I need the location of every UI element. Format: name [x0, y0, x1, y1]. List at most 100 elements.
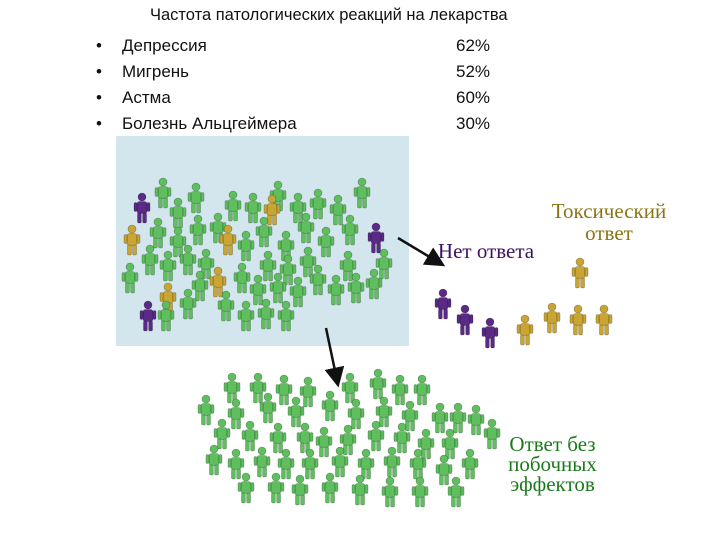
person-icon	[291, 474, 309, 506]
person-icon	[401, 400, 419, 432]
person-icon	[299, 376, 317, 408]
person-icon	[159, 250, 177, 282]
person-icon	[297, 212, 315, 244]
person-icon	[481, 317, 499, 349]
arrow-to-no-response	[397, 236, 446, 267]
person-icon	[189, 214, 207, 246]
person-icon	[347, 272, 365, 304]
person-icon	[309, 188, 327, 220]
person-icon	[141, 244, 159, 276]
person-icon	[259, 392, 277, 424]
person-icon	[351, 474, 369, 506]
bullet: •	[96, 36, 102, 55]
person-icon	[413, 374, 431, 406]
person-icon	[289, 192, 307, 224]
person-icon	[259, 250, 277, 282]
person-icon	[149, 217, 167, 249]
person-icon	[317, 226, 335, 258]
person-icon	[227, 448, 245, 480]
person-icon	[309, 264, 327, 296]
person-icon	[353, 177, 371, 209]
person-icon	[279, 254, 297, 286]
person-icon	[367, 222, 385, 254]
person-icon	[275, 374, 293, 406]
person-icon	[569, 304, 587, 336]
person-icon	[263, 194, 281, 226]
person-icon	[219, 224, 237, 256]
condition-label: Астма	[122, 88, 171, 107]
person-icon	[296, 422, 314, 454]
person-icon	[341, 214, 359, 246]
list-item: • Мигрень 52%	[96, 62, 496, 88]
person-icon	[287, 396, 305, 428]
person-icon	[255, 216, 273, 248]
person-icon	[449, 402, 467, 434]
person-icon	[139, 300, 157, 332]
person-icon	[159, 282, 177, 314]
person-icon	[237, 300, 255, 332]
no-response-caption: Нет ответа	[437, 239, 535, 263]
drug-reaction-list: • Депрессия 62% • Мигрень 52% • Астма 60…	[96, 36, 496, 140]
person-icon	[365, 268, 383, 300]
page-title: Частота патологических реакций на лекарс…	[150, 6, 508, 24]
person-icon	[121, 262, 139, 294]
percent-value: 52%	[456, 62, 491, 81]
list-item: • Астма 60%	[96, 88, 496, 114]
person-icon	[123, 224, 141, 256]
person-icon	[367, 420, 385, 452]
person-icon	[327, 274, 345, 306]
person-icon	[213, 418, 231, 450]
person-icon	[169, 197, 187, 229]
bullet: •	[96, 114, 102, 133]
person-icon	[393, 422, 411, 454]
person-icon	[357, 448, 375, 480]
person-icon	[543, 302, 561, 334]
person-icon	[447, 476, 465, 508]
person-icon	[237, 230, 255, 262]
percent-value: 62%	[456, 36, 491, 55]
person-icon	[411, 476, 429, 508]
person-icon	[516, 314, 534, 346]
condition-label: Болезнь Альцгеймера	[122, 114, 297, 133]
person-icon	[347, 398, 365, 430]
person-icon	[467, 404, 485, 436]
person-icon	[391, 374, 409, 406]
person-icon	[267, 472, 285, 504]
person-icon	[154, 177, 172, 209]
person-icon	[369, 368, 387, 400]
arrow-to-no-side-effects	[324, 327, 345, 388]
person-icon	[223, 372, 241, 404]
person-icon	[197, 394, 215, 426]
person-icon	[375, 396, 393, 428]
person-icon	[375, 248, 393, 280]
person-icon	[289, 276, 307, 308]
person-icon	[409, 448, 427, 480]
person-icon	[205, 444, 223, 476]
person-icon	[237, 472, 255, 504]
person-icon	[197, 248, 215, 280]
condition-label: Депрессия	[122, 36, 207, 55]
person-icon	[257, 298, 275, 330]
bullet: •	[96, 62, 102, 81]
person-icon	[301, 448, 319, 480]
person-icon	[169, 226, 187, 258]
person-icon	[299, 246, 317, 278]
person-icon	[277, 448, 295, 480]
person-icon	[249, 274, 267, 306]
person-icon	[339, 250, 357, 282]
person-icon	[179, 288, 197, 320]
person-icon	[417, 428, 435, 460]
bullet: •	[96, 88, 102, 107]
person-icon	[217, 290, 235, 322]
person-icon	[595, 304, 613, 336]
person-icon	[277, 300, 295, 332]
person-icon	[187, 182, 205, 214]
condition-label: Мигрень	[122, 62, 190, 81]
person-icon	[434, 288, 452, 320]
person-icon	[157, 300, 175, 332]
person-icon	[209, 266, 227, 298]
person-icon	[483, 418, 501, 450]
person-icon	[233, 262, 251, 294]
person-icon	[456, 304, 474, 336]
